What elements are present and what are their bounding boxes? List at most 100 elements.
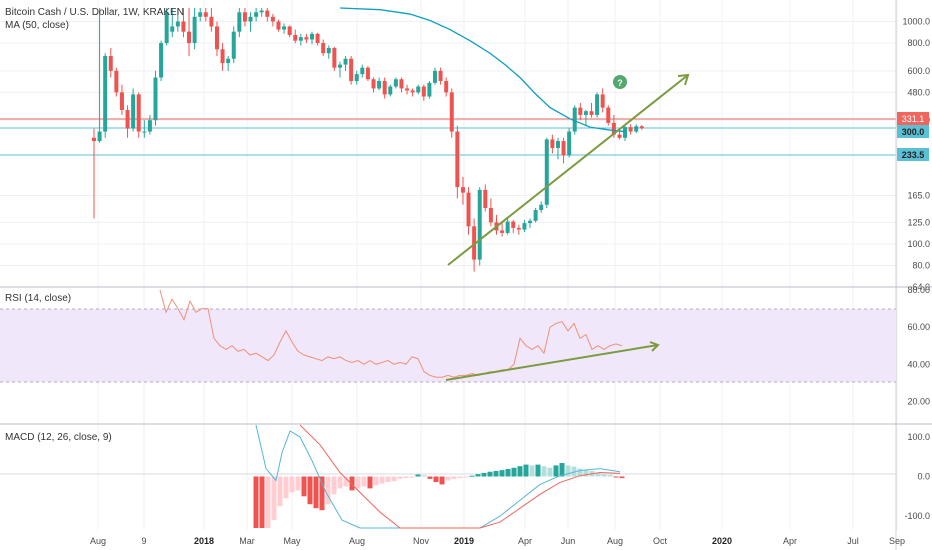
histogram-bar [553,465,559,477]
candle-body [153,77,158,121]
candle-body [516,227,521,230]
candle-body [544,139,549,205]
ma-line [339,7,626,133]
candle-body [483,189,488,209]
candle-body [114,70,119,93]
histogram-bar [451,476,457,479]
candle-body [125,109,130,129]
candle-body [108,55,113,71]
histogram-bar [577,468,583,477]
price-tick-label: 800.0 [907,38,930,48]
candle-body [500,230,505,233]
candle-body [164,12,169,44]
price-tick-label: 600.0 [907,66,930,76]
macd-legend: MACD (12, 26, close, 9) [5,432,112,443]
histogram-bar [385,476,391,483]
question-mark-icon[interactable] [613,75,627,89]
candle-body [365,67,370,80]
histogram-bar [427,476,433,479]
histogram-bar [601,474,607,477]
histogram-bar [475,474,481,477]
price-tick-label: 165.0 [907,191,930,201]
rsi-tick-label: 60.00 [907,322,930,332]
time-tick-label: Aug [607,536,623,546]
rsi-line [159,289,623,378]
histogram-bar [439,476,445,485]
candle-body [92,137,96,142]
candle-body [572,107,577,132]
macd-pane[interactable]: MACD (12, 26, close, 9) -100.0 0.0 100.0 [0,424,930,529]
level-label-300: 300.0 [902,127,925,137]
level-tag-233 [897,148,929,161]
rsi-axis-ticks: 20.00 40.00 60.00 80.00 [907,285,930,406]
candle-body [533,210,538,221]
candle-body [399,79,404,89]
candle-body [416,86,421,93]
histogram-bar [541,466,547,477]
price-tick-label: 100.0 [907,239,930,249]
candle-body [444,81,449,93]
candle-body [136,94,141,132]
candle-body [611,122,616,135]
candle-body [159,43,164,78]
time-tick-label: May [283,536,301,546]
candle-body [203,12,208,17]
candle-body [466,192,471,227]
price-tick-label: 80.0 [912,260,930,270]
macd-histogram [253,463,625,528]
price-axis[interactable]: 64.080.0100.0125.0165.0360.0480.0600.080… [895,0,930,550]
candle-body [377,81,382,89]
rsi-pane[interactable]: RSI (14, close) 20.00 40.00 60.00 80.00 [0,285,930,406]
candle-body [97,131,102,142]
candle-body [567,131,572,156]
candle-body [276,21,281,30]
histogram-bar [391,476,397,482]
candle-body [298,37,303,41]
histogram-bar [355,476,361,489]
histogram-bar [583,469,589,477]
rsi-tick-label: 40.00 [907,359,930,369]
candle-body [332,48,337,68]
candle-body [628,127,633,132]
histogram-bar [607,474,613,477]
histogram-bar [253,476,259,528]
histogram-bar [325,476,331,505]
candle-body [231,31,236,59]
time-tick-label: 9 [141,536,146,546]
candle-body [254,12,259,17]
time-tick-label: 2018 [194,536,214,546]
histogram-bar [535,464,541,477]
histogram-bar [481,472,487,477]
candle-body [287,26,292,35]
price-trendline[interactable] [447,74,689,266]
macd-tick-label: -100.0 [904,511,930,521]
candle-body [410,90,415,93]
rsi-trendline[interactable] [445,344,659,381]
candle-body [147,120,152,132]
candle-body [187,31,192,44]
histogram-bar [343,476,349,487]
price-pane[interactable]: ? Bitcoin Cash / U.S. Dollar, 1W, KRAKEN… [0,7,896,288]
macd-axis-ticks: -100.0 0.0 100.0 [904,432,930,521]
question-mark-text: ? [617,78,623,88]
candle-body [511,221,516,228]
price-tick-label: 480.0 [907,87,930,97]
candle-body [220,49,225,64]
candle-body [639,126,644,129]
candle-body [175,21,180,27]
candle-body [337,64,342,68]
time-tick-label: Jun [561,536,576,546]
candle-body [226,58,231,64]
histogram-bar [499,470,505,477]
candle-body [349,58,354,82]
time-tick-label: Mar [239,536,255,546]
candle-body [522,223,527,230]
time-tick-label: Aug [90,536,106,546]
candle-body [119,92,124,110]
histogram-bar [565,465,571,477]
candle-body [427,82,432,97]
histogram-bar [619,476,625,479]
time-axis[interactable]: Aug 9 2018 Mar May Aug Nov 2019 Apr Jun Aug Oct 2020… [90,536,905,546]
histogram-bar [373,476,379,486]
